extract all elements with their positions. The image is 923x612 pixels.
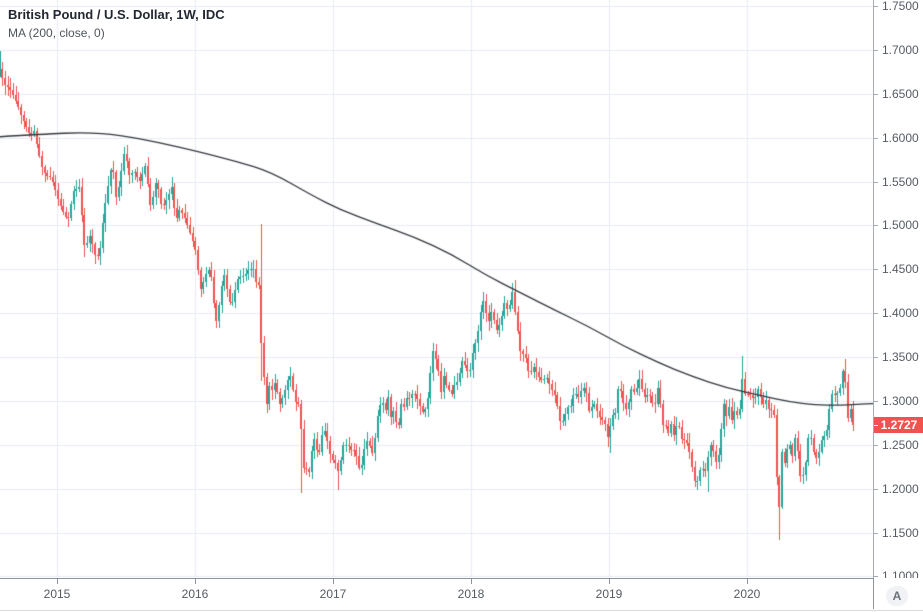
time-tick-2017: 2017 xyxy=(319,587,347,601)
time-tick-2016: 2016 xyxy=(181,587,209,601)
price-tick-dash xyxy=(874,137,878,139)
last-price-label[interactable]: 1.2727 xyxy=(874,416,923,433)
price-tick-dash xyxy=(874,400,878,402)
price-tick-label: 1.5500 xyxy=(882,174,919,189)
time-tick-dash xyxy=(747,579,748,584)
time-tick-dash xyxy=(471,579,472,584)
price-tick-1.7000: 1.7000 xyxy=(874,43,923,57)
time-tick-2019: 2019 xyxy=(595,587,623,601)
chart-legend: British Pound / U.S. Dollar, 1W, IDC MA … xyxy=(8,7,225,41)
price-tick-dash xyxy=(874,49,878,51)
price-tick-dash xyxy=(874,576,878,578)
price-tick-1.5000: 1.5000 xyxy=(874,218,923,232)
price-tick-label: 1.4500 xyxy=(882,262,919,277)
time-tick-dash xyxy=(195,579,196,584)
price-tick-dash xyxy=(874,357,878,358)
price-tick-label: 1.6000 xyxy=(882,130,919,145)
time-tick-2015: 2015 xyxy=(43,587,71,601)
price-tick-label: 1.5000 xyxy=(882,218,919,233)
price-tick-1.1500: 1.1500 xyxy=(874,526,923,540)
price-tick-1.6000: 1.6000 xyxy=(874,131,923,145)
price-tick-dash xyxy=(874,313,878,315)
price-tick-dash xyxy=(874,225,878,227)
auto-scale-button[interactable]: A xyxy=(886,586,908,606)
price-tick-dash xyxy=(874,532,878,534)
price-tick-label: 1.2000 xyxy=(882,481,919,496)
price-tick-1.7500: 1.7500 xyxy=(874,0,923,13)
price-tick-1.6500: 1.6500 xyxy=(874,87,923,101)
time-tick-dash xyxy=(57,579,58,584)
candlestick-plot-canvas[interactable] xyxy=(0,0,873,578)
price-tick-1.3000: 1.3000 xyxy=(874,394,923,408)
time-tick-2018: 2018 xyxy=(457,587,485,601)
price-tick-dash xyxy=(874,488,878,490)
price-axis[interactable]: 1.2727 1.7500 1.7000 1.6500 1.6000 1.5500 1.5… xyxy=(873,0,923,583)
price-tick-1.2000: 1.2000 xyxy=(874,482,923,496)
time-tick-dash xyxy=(333,579,334,584)
time-tick-dash xyxy=(609,579,610,584)
time-axis[interactable]: 2015 2016 2017 2018 2019 2020 xyxy=(0,578,923,611)
price-tick-label: 1.7500 xyxy=(882,0,919,13)
price-tick-label: 1.3000 xyxy=(882,393,919,408)
price-tick-1.2500: 1.2500 xyxy=(874,438,923,452)
time-tick-2020: 2020 xyxy=(733,587,761,601)
price-tick-1.3500: 1.3500 xyxy=(874,350,923,364)
price-tick-dash xyxy=(874,93,878,95)
price-tick-1.4000: 1.4000 xyxy=(874,306,923,320)
symbol-title[interactable]: British Pound / U.S. Dollar, 1W, IDC xyxy=(8,7,225,22)
indicator-label[interactable]: MA (200, close, 0) xyxy=(8,26,105,41)
price-tick-label: 1.7000 xyxy=(882,42,919,57)
price-tick-dash xyxy=(874,6,878,7)
price-tick-label: 1.6500 xyxy=(882,86,919,101)
price-tick-1.5500: 1.5500 xyxy=(874,175,923,189)
price-tick-dash xyxy=(874,181,878,183)
price-tick-dash xyxy=(874,269,878,271)
price-tick-dash xyxy=(874,444,878,446)
price-tick-label: 1.2500 xyxy=(882,437,919,452)
price-tick-label: 1.3500 xyxy=(882,350,919,364)
price-tick-1.4500: 1.4500 xyxy=(874,262,923,276)
price-tick-label: 1.1500 xyxy=(882,525,919,540)
price-tick-label: 1.4000 xyxy=(882,306,919,321)
